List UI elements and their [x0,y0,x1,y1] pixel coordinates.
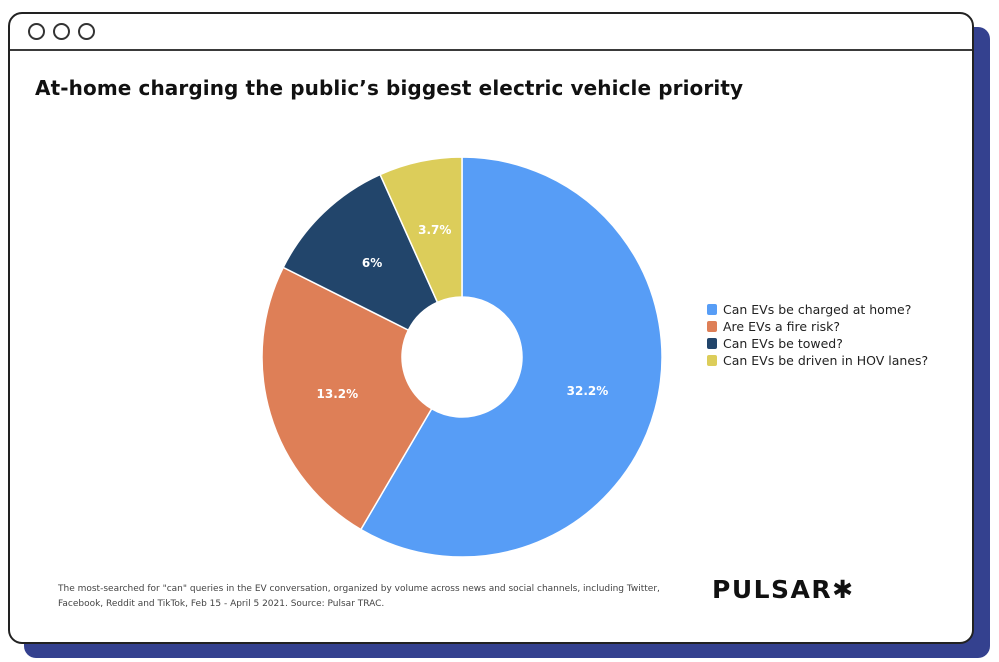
slice-value-label: 3.7% [418,223,451,237]
legend-swatch [707,321,717,332]
donut-slice [359,156,663,558]
window-control-circle-icon[interactable] [28,23,45,40]
legend-label: Can EVs be towed? [723,336,843,351]
chart-legend: Can EVs be charged at home? Are EVs a fi… [707,301,928,369]
window-control-circle-icon[interactable] [78,23,95,40]
title-bar [10,14,972,51]
donut-slice [282,173,439,332]
window-control-circle-icon[interactable] [53,23,70,40]
legend-label: Are EVs a fire risk? [723,319,841,334]
legend-item: Can EVs be charged at home? [707,301,928,318]
legend-item: Are EVs a fire risk? [707,318,928,335]
slice-value-label: 6% [362,256,382,270]
pulsar-logo: PULSAR✱ [712,575,855,604]
chart-footnote: The most-searched for "can" queries in t… [58,584,660,609]
donut-slice [261,266,433,531]
donut-slice [379,156,463,304]
slice-value-label: 32.2% [567,384,609,398]
legend-swatch [707,355,717,366]
legend-item: Can EVs be towed? [707,335,928,352]
legend-item: Can EVs be driven in HOV lanes? [707,352,928,369]
chart-title: At-home charging the public’s biggest el… [35,76,744,100]
legend-swatch [707,338,717,349]
legend-label: Can EVs be driven in HOV lanes? [723,353,929,368]
legend-swatch [707,304,717,315]
slice-value-label: 13.2% [317,387,359,401]
legend-label: Can EVs be charged at home? [723,302,912,317]
